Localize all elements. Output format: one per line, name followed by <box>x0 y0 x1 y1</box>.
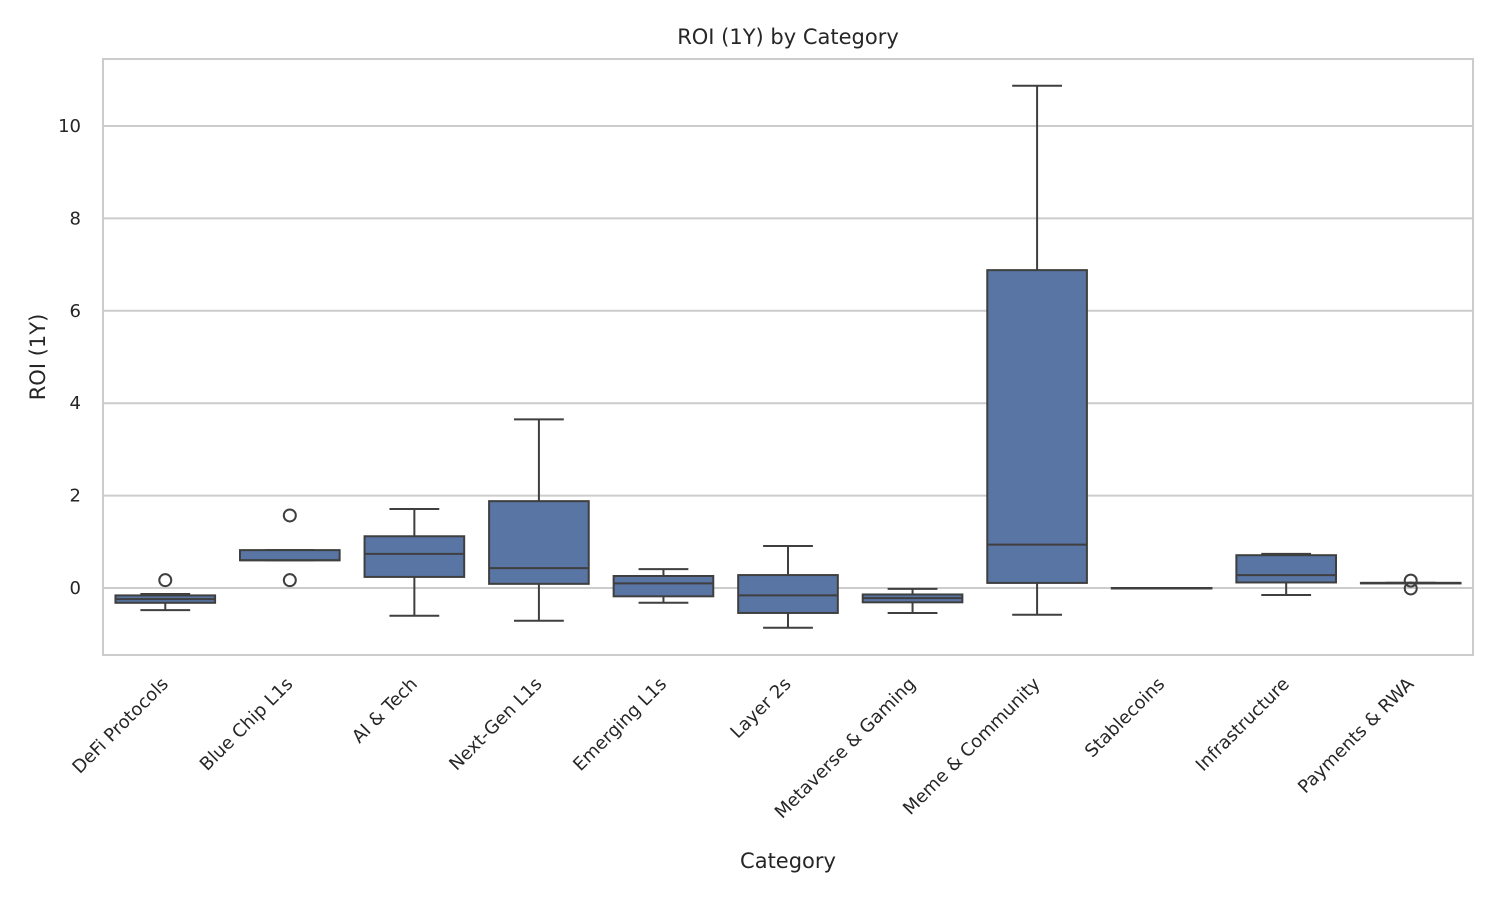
box-group <box>1110 587 1213 590</box>
x-tick-label: DeFi Protocols <box>68 674 172 778</box>
x-axis-label: Category <box>740 849 836 873</box>
chart-title: ROI (1Y) by Category <box>677 25 899 49</box>
x-tick-label: Metaverse & Gaming <box>771 674 920 823</box>
x-tick-label: Payments & RWA <box>1294 673 1419 798</box>
iqr-box <box>488 500 590 585</box>
box-group <box>363 508 466 617</box>
x-tick-labels: DeFi Protocols Blue Chip L1s AI & Tech Next… <box>68 673 1418 823</box>
x-tick-label: Emerging L1s <box>569 674 671 776</box>
x-tick-label: Blue Chip L1s <box>196 674 298 776</box>
x-tick-label: Stablecoins <box>1081 674 1169 762</box>
box-series <box>114 84 1462 629</box>
x-tick-label: AI & Tech <box>348 674 422 748</box>
box-group <box>861 587 964 614</box>
iqr-box <box>612 574 715 598</box>
y-axis-label: ROI (1Y) <box>26 314 50 401</box>
outlier-point <box>1403 573 1418 588</box>
iqr-box <box>737 574 839 614</box>
box-group <box>114 573 217 612</box>
y-tick-label: 8 <box>70 208 81 229</box>
iqr-box <box>986 269 1088 584</box>
y-tick-label: 0 <box>70 578 81 599</box>
box-group <box>986 84 1088 616</box>
outlier-point <box>282 573 297 588</box>
x-tick-label: Layer 2s <box>726 674 795 743</box>
outlier-point <box>282 508 297 523</box>
plot-frame <box>102 58 1474 656</box>
box-group <box>1235 552 1338 596</box>
box-group <box>488 418 590 622</box>
x-tick-label: Next-Gen L1s <box>445 674 546 775</box>
gridlines <box>103 124 1473 590</box>
y-tick-label: 10 <box>58 116 81 137</box>
box-group <box>239 508 341 588</box>
x-tick-label: Meme & Community <box>899 673 1045 819</box>
iqr-box <box>1235 554 1338 584</box>
iqr-box <box>239 549 341 562</box>
y-tick-label: 6 <box>70 301 81 322</box>
y-tick-label: 4 <box>70 393 81 414</box>
outlier-point <box>158 573 173 588</box>
box-group <box>1359 573 1462 596</box>
y-tick-labels: 0 2 4 6 8 10 <box>58 116 81 599</box>
box-group <box>612 568 715 604</box>
y-tick-label: 2 <box>70 486 81 507</box>
outlier-point <box>1403 581 1418 596</box>
iqr-box <box>363 535 466 578</box>
box-group <box>737 544 839 629</box>
x-tick-label: Infrastructure <box>1192 674 1294 776</box>
